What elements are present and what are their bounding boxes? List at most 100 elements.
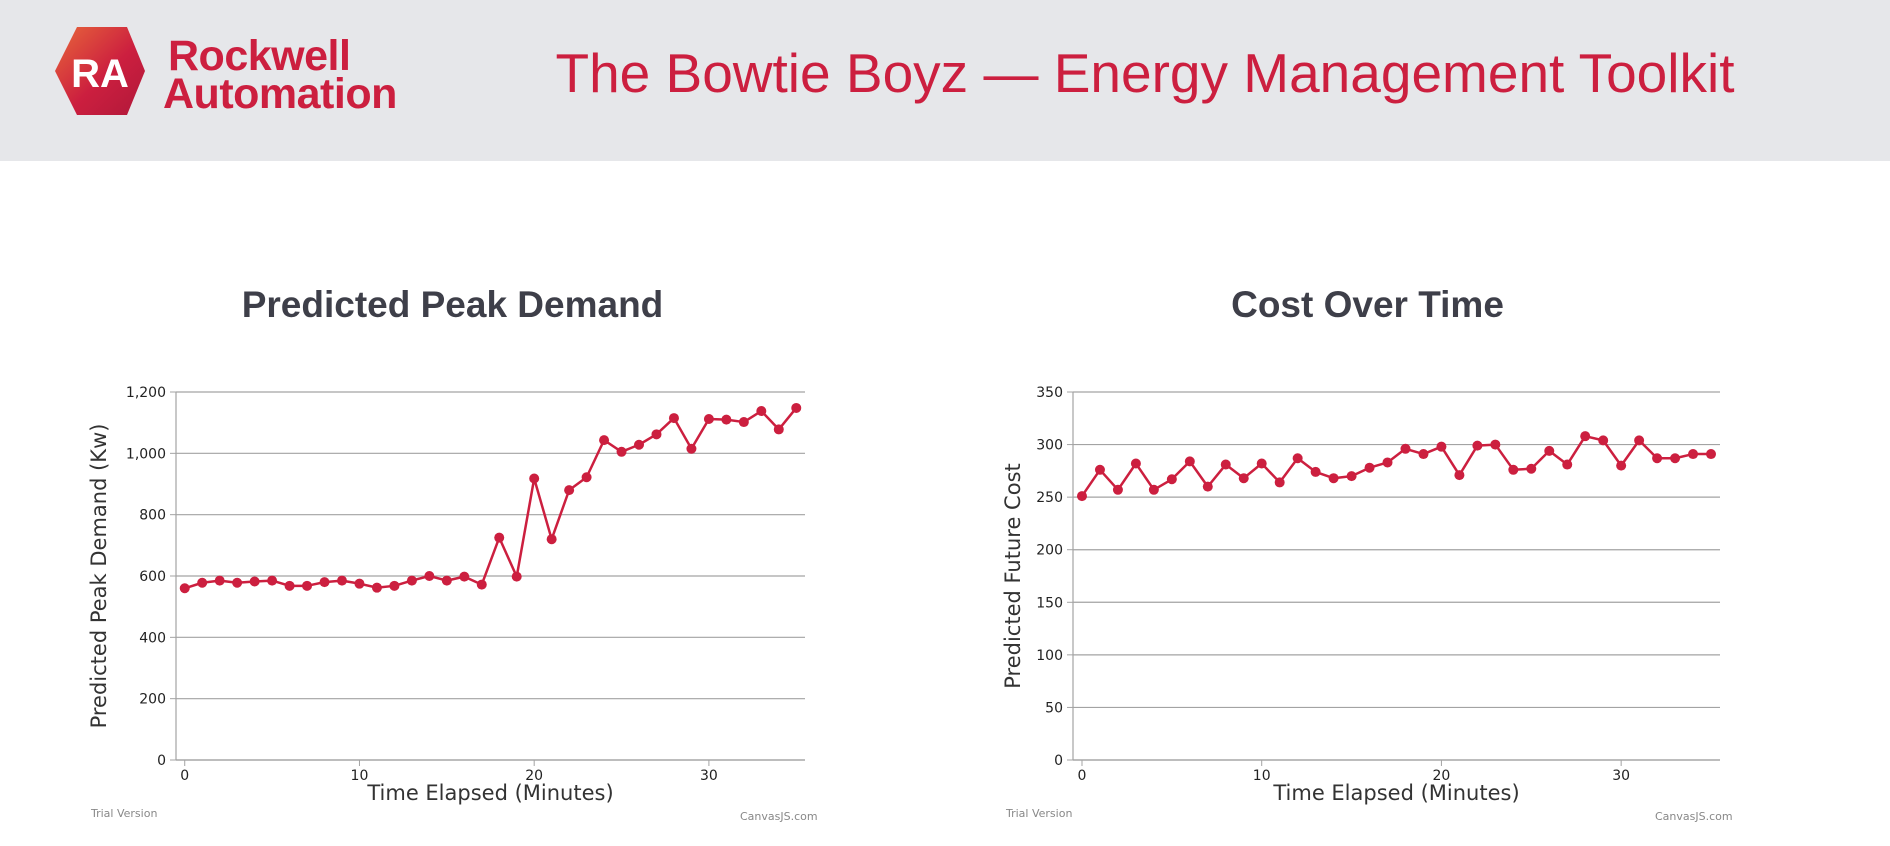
ra-hexagon-icon: RA <box>55 27 145 115</box>
data-point <box>284 580 295 591</box>
y-axis-title: Predicted Peak Demand (Kw) <box>87 424 111 729</box>
data-point <box>1688 449 1699 460</box>
data-point <box>1400 443 1411 454</box>
data-point <box>1598 435 1609 446</box>
data-point <box>197 577 208 588</box>
data-point <box>1526 463 1537 474</box>
x-tick-label: 10 <box>1253 768 1271 784</box>
y-tick-label: 100 <box>1036 648 1063 664</box>
data-point <box>1562 459 1573 470</box>
series-line <box>184 407 798 590</box>
y-tick-label: 1,200 <box>126 385 166 401</box>
data-point <box>1634 435 1645 446</box>
data-point <box>1112 484 1123 495</box>
data-point <box>546 534 557 545</box>
data-point <box>179 583 190 594</box>
data-point <box>232 577 243 588</box>
data-point <box>1256 458 1267 469</box>
data-point <box>668 413 679 424</box>
data-point <box>1652 453 1663 464</box>
data-point <box>476 579 487 590</box>
data-point <box>721 414 732 425</box>
data-point <box>773 424 784 435</box>
cost-chart: 0 50 100 150 200 250 300 350 0 10 20 30 Time Elapsed… <box>1001 385 1720 805</box>
data-point <box>441 575 452 586</box>
x-axis-title: Time Elapsed (Minutes) <box>1272 781 1519 805</box>
canvasjs-credit-right[interactable]: CanvasJS.com <box>1655 810 1733 823</box>
data-point <box>599 435 610 446</box>
data-point <box>406 575 417 586</box>
data-point <box>1202 481 1213 492</box>
data-point <box>1670 453 1681 464</box>
rockwell-logo[interactable]: RA Rockwell Automation <box>52 25 452 120</box>
data-point <box>1364 462 1375 473</box>
data-point <box>1094 464 1105 475</box>
data-point <box>616 446 627 457</box>
data-point <box>1382 457 1393 468</box>
data-point <box>354 578 365 589</box>
y-tick-label: 200 <box>1036 543 1063 559</box>
data-point <box>581 472 592 483</box>
data-point <box>371 582 382 593</box>
data-point <box>1076 491 1087 502</box>
data-point <box>703 413 714 424</box>
chart-title-cost: Cost Over Time <box>1231 284 1504 325</box>
trial-version-label-left: Trial Version <box>91 807 158 820</box>
x-tick-label: 20 <box>525 768 543 784</box>
data-point <box>1706 449 1717 460</box>
data-point <box>1184 456 1195 467</box>
data-point <box>1148 484 1159 495</box>
y-tick-label: 400 <box>139 630 166 646</box>
trial-version-label-right: Trial Version <box>1006 807 1073 820</box>
data-point <box>634 439 645 450</box>
y-tick-label: 0 <box>1054 753 1063 769</box>
data-point <box>1220 459 1231 470</box>
brand-name-line1: Rockwell <box>168 32 351 80</box>
data-point <box>1328 473 1339 484</box>
data-point <box>529 473 540 484</box>
y-tick-label: 1,000 <box>126 446 166 462</box>
data-point <box>389 580 400 591</box>
data-point <box>511 571 522 582</box>
data-point <box>1454 470 1465 481</box>
y-tick-label: 300 <box>1036 438 1063 454</box>
x-tick-label: 30 <box>1612 768 1630 784</box>
data-point <box>756 406 767 417</box>
y-tick-label: 250 <box>1036 490 1063 506</box>
data-point <box>302 580 313 591</box>
data-point <box>494 532 505 543</box>
y-tick-label: 0 <box>157 753 166 769</box>
data-point <box>1346 471 1357 482</box>
data-point <box>1238 473 1249 484</box>
chart-title-peak-demand: Predicted Peak Demand <box>241 284 664 325</box>
data-point <box>1166 474 1177 485</box>
brand-name-line2: Automation <box>163 70 397 118</box>
data-point <box>1292 453 1303 464</box>
data-point <box>1472 440 1483 451</box>
ra-logo-text: RA <box>71 52 129 96</box>
y-tick-label: 50 <box>1045 700 1063 716</box>
y-tick-label: 150 <box>1036 595 1063 611</box>
data-point <box>459 571 470 582</box>
data-point <box>651 429 662 440</box>
data-point <box>249 576 260 587</box>
data-point <box>1490 439 1501 450</box>
data-point <box>424 571 435 581</box>
y-tick-label: 600 <box>139 569 166 585</box>
data-point <box>686 443 697 454</box>
data-point <box>267 575 278 586</box>
x-tick-label: 20 <box>1433 768 1451 784</box>
data-point <box>1418 449 1429 460</box>
x-tick-label: 10 <box>351 768 369 784</box>
canvasjs-credit-left[interactable]: CanvasJS.com <box>740 810 818 823</box>
x-tick-label: 0 <box>180 768 189 784</box>
app-title: The Bowtie Boyz — Energy Management Tool… <box>555 42 1735 104</box>
x-tick-label: 0 <box>1078 768 1087 784</box>
data-point <box>1130 458 1141 469</box>
x-axis-title: Time Elapsed (Minutes) <box>366 781 613 805</box>
data-point <box>1274 477 1285 488</box>
data-point <box>1508 464 1519 475</box>
data-point <box>738 417 749 428</box>
y-tick-label: 350 <box>1036 385 1063 401</box>
